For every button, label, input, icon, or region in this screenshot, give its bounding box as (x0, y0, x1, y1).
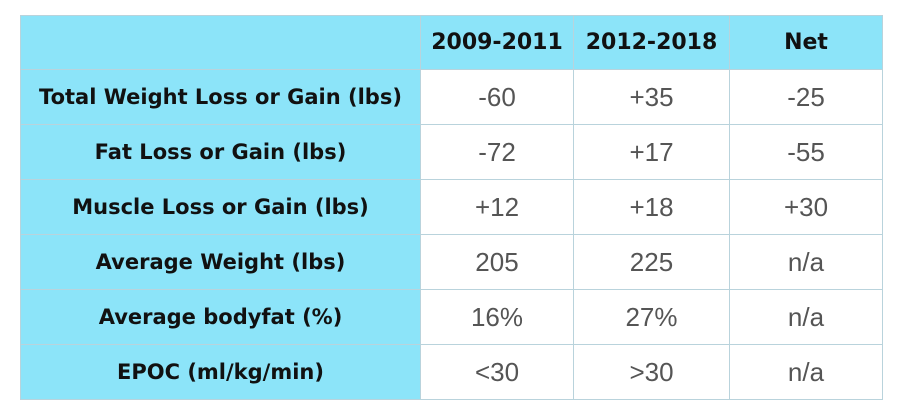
table-row: Fat Loss or Gain (lbs) -72 +17 -55 (20, 124, 883, 180)
table-cell: -55 (729, 124, 883, 180)
row-label: Average Weight (lbs) (20, 234, 421, 290)
table-cell: n/a (729, 344, 883, 400)
column-header-net: Net (729, 15, 883, 70)
data-table: 2009-2011 2012-2018 Net Total Weight Los… (20, 15, 883, 400)
row-label: EPOC (ml/kg/min) (20, 344, 421, 400)
table-cell: -72 (420, 124, 574, 180)
table-cell: -25 (729, 69, 883, 125)
table-row: Muscle Loss or Gain (lbs) +12 +18 +30 (20, 179, 883, 235)
table-cell: -60 (420, 69, 574, 125)
corner-cell (20, 15, 421, 70)
table-cell: +18 (573, 179, 730, 235)
table-cell: <30 (420, 344, 574, 400)
row-label: Muscle Loss or Gain (lbs) (20, 179, 421, 235)
table-cell: n/a (729, 289, 883, 345)
table-cell: +35 (573, 69, 730, 125)
row-label: Total Weight Loss or Gain (lbs) (20, 69, 421, 125)
table-cell: n/a (729, 234, 883, 290)
table-row: EPOC (ml/kg/min) <30 >30 n/a (20, 344, 883, 400)
table-cell: +12 (420, 179, 574, 235)
table-cell: +30 (729, 179, 883, 235)
table-cell: +17 (573, 124, 730, 180)
table-cell: 225 (573, 234, 730, 290)
table-row: Total Weight Loss or Gain (lbs) -60 +35 … (20, 69, 883, 125)
row-label: Fat Loss or Gain (lbs) (20, 124, 421, 180)
table-cell: 205 (420, 234, 574, 290)
table-cell: >30 (573, 344, 730, 400)
column-header-2012-2018: 2012-2018 (573, 15, 730, 70)
column-header-2009-2011: 2009-2011 (420, 15, 574, 70)
table-cell: 16% (420, 289, 574, 345)
table-row: Average bodyfat (%) 16% 27% n/a (20, 289, 883, 345)
table-row: Average Weight (lbs) 205 225 n/a (20, 234, 883, 290)
table-cell: 27% (573, 289, 730, 345)
row-label: Average bodyfat (%) (20, 289, 421, 345)
header-row: 2009-2011 2012-2018 Net (20, 15, 883, 70)
